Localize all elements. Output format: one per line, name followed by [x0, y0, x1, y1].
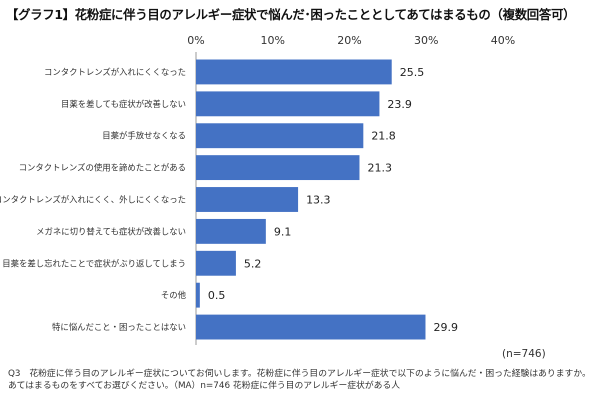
value-label: 21.3: [367, 162, 392, 175]
category-label: その他: [161, 290, 187, 300]
category-label: メガネに切り替えても症状が改善しない: [36, 226, 186, 236]
bar: [196, 123, 364, 149]
value-label: 25.5: [400, 66, 425, 79]
bar: [196, 59, 392, 85]
x-tick-label: 30%: [414, 34, 438, 47]
footnote: Q3 花粉症に伴う目のアレルギー症状についてお伺いします。花粉症に伴う目のアレル…: [8, 368, 608, 392]
category-label: 目薬を差しても症状が改善しない: [61, 99, 186, 109]
bar: [196, 218, 266, 244]
x-tick-label: 0%: [187, 34, 204, 47]
value-label: 0.5: [208, 289, 226, 302]
sample-size-label: (n=746): [502, 348, 546, 360]
value-label: 23.9: [387, 98, 412, 111]
category-label: コンタクトレンズが入れにくくなった: [44, 67, 186, 77]
value-label: 29.9: [433, 321, 458, 334]
value-labels: 25.5 23.9 21.8 21.3 13.3 9.1 5.2 0.5 29.9: [208, 66, 458, 334]
category-labels: コンタクトレンズが入れにくくなった目薬を差しても症状が改善しない目薬が手放せなく…: [0, 67, 187, 332]
footnote-line-1: Q3 花粉症に伴う目のアレルギー症状についてお伺いします。花粉症に伴う目のアレル…: [8, 369, 591, 379]
category-label: 目薬を差し忘れたことで症状がぶり返してしまう: [2, 258, 186, 268]
chart-title: 【グラフ1】花粉症に伴う目のアレルギー症状で悩んだ･困ったこととしてあてはまるも…: [6, 7, 576, 22]
bar: [196, 155, 360, 181]
category-label: 特に悩んだこと・困ったことはない: [52, 322, 186, 332]
value-label: 21.8: [371, 130, 396, 143]
bars: [196, 59, 426, 340]
x-tick-label: 10%: [261, 34, 285, 47]
bar: [196, 250, 236, 276]
category-label: コンタクトレンズが入れにくく、外しにくくなった: [0, 195, 186, 205]
bar: [196, 282, 200, 308]
bar: [196, 314, 426, 340]
value-label: 13.3: [306, 194, 331, 207]
bar: [196, 91, 380, 117]
x-tick-label: 40%: [491, 34, 515, 47]
category-label: 目薬が手放せなくなる: [102, 131, 186, 141]
value-label: 5.2: [244, 257, 262, 270]
value-label: 9.1: [274, 225, 292, 238]
bar: [196, 187, 299, 212]
footnote-line-2: あてはまるものをすべてお選びください。（MA）n=746 花粉症に伴う目のアレル…: [8, 381, 401, 391]
x-tick-label: 20%: [337, 34, 361, 47]
category-label: コンタクトレンズの使用を諦めたことがある: [19, 163, 186, 173]
